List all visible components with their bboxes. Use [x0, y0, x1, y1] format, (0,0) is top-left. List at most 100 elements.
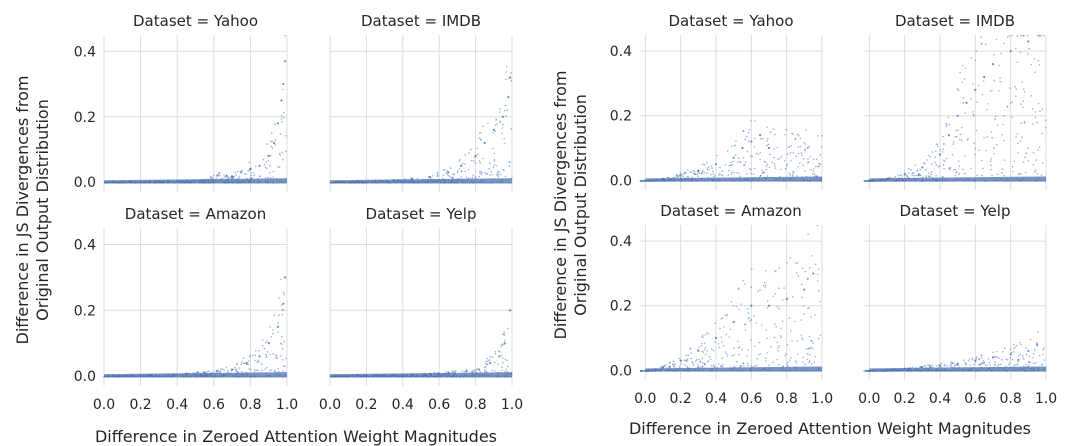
right-yelp-point	[996, 369, 998, 372]
right-yelp-point	[921, 369, 923, 372]
right-amazon-point	[740, 303, 743, 306]
right-yelp-point	[998, 357, 1000, 359]
right-amazon-point	[699, 366, 702, 369]
left-yelp-point	[488, 359, 491, 361]
right-imdb-point	[1004, 180, 1006, 182]
right-amazon-point	[725, 352, 728, 355]
left-yelp-point	[484, 369, 486, 372]
right-yahoo-point	[688, 177, 690, 180]
left-imdb-point	[332, 181, 334, 184]
right-amazon-point	[784, 369, 786, 371]
right-yelp-point	[941, 369, 944, 372]
right-amazon-point	[684, 363, 686, 366]
right-amazon-point	[700, 336, 703, 338]
right-imdb-point	[929, 175, 932, 178]
right-yahoo-point	[804, 148, 806, 150]
right-amazon-point	[768, 364, 770, 367]
right-imdb-point	[990, 158, 992, 160]
left-imdb-point	[356, 180, 359, 183]
right-imdb-point	[996, 173, 999, 176]
left-imdb-point	[466, 179, 468, 181]
left-yelp-point	[434, 372, 437, 375]
right-imdb-point	[998, 64, 1001, 67]
right-amazon-point	[679, 359, 682, 362]
left-yelp-point	[342, 375, 344, 378]
right-imdb-point	[907, 178, 909, 180]
right-yelp-point	[909, 367, 912, 369]
left-yahoo-point	[185, 181, 187, 184]
left-imdb-point	[478, 160, 481, 162]
left-amazon-point	[269, 353, 271, 356]
left-imdb-point	[449, 167, 452, 169]
left-yelp-point	[483, 366, 486, 369]
right-yahoo-point	[753, 137, 756, 140]
right-yelp-point	[1027, 349, 1030, 353]
right-imdb-point	[972, 179, 975, 182]
right-amazon-point	[685, 360, 688, 363]
left-imdb-point	[422, 178, 424, 181]
right-imdb-point	[1001, 168, 1004, 171]
right-imdb-point	[922, 180, 925, 182]
right-amazon-point	[643, 370, 646, 372]
right-amazon-point	[706, 350, 709, 352]
left-amazon-point	[203, 371, 206, 374]
right-yahoo-point	[734, 180, 736, 182]
left-amazon-point	[254, 359, 256, 362]
right-amazon-point	[795, 362, 798, 364]
right-imdb-point	[884, 179, 886, 182]
left-yelp-point	[455, 375, 458, 378]
left-amazon-point	[254, 349, 257, 352]
right-amazon-point	[680, 363, 682, 365]
left-yahoo-title: Dataset = Yahoo	[133, 12, 258, 30]
right-amazon-point	[672, 363, 674, 366]
left-imdb-point	[359, 180, 362, 182]
right-yahoo-point	[762, 171, 764, 174]
right-yahoo-point	[724, 164, 727, 166]
right-imdb-point	[990, 168, 992, 171]
left-imdb-point	[493, 160, 496, 162]
left-yelp-point	[386, 375, 389, 378]
left-amazon-point	[211, 375, 214, 378]
right-imdb-point	[1036, 121, 1039, 124]
left-imdb-point	[489, 162, 491, 165]
left-imdb-point	[474, 154, 477, 158]
right-yahoo-point	[807, 158, 809, 160]
right-yelp-point	[1040, 364, 1043, 366]
right-yahoo-point	[816, 175, 818, 177]
left-imdb-point	[383, 180, 385, 183]
right-imdb-point	[996, 178, 999, 181]
left-amazon-point	[282, 365, 285, 367]
right-yelp-point	[971, 357, 973, 360]
left-amazon-point	[112, 374, 115, 377]
left-yelp-point	[506, 359, 508, 362]
left-imdb-point	[461, 181, 463, 184]
right-yahoo-point	[788, 172, 791, 175]
left-amazon-point	[233, 366, 236, 369]
left-imdb-point	[506, 109, 509, 111]
right-amazon-point	[801, 337, 803, 339]
right-imdb-point	[921, 166, 924, 169]
left-amazon-point	[243, 362, 245, 365]
left-imdb-point	[460, 176, 462, 178]
left-imdb-point	[498, 171, 501, 173]
right-amazon-point	[686, 365, 688, 368]
right-amazon-point	[778, 287, 780, 290]
left-imdb-point	[443, 178, 446, 181]
right-imdb-point	[926, 159, 928, 161]
right-imdb-point	[984, 43, 987, 46]
left-yelp-point	[438, 372, 440, 375]
left-amazon-point	[227, 372, 230, 374]
right-yahoo-point	[773, 177, 776, 180]
left-yelp-point	[491, 369, 493, 372]
right-yahoo-point	[705, 161, 708, 164]
right-imdb-point	[945, 157, 948, 160]
right-amazon-point	[762, 284, 765, 287]
left-yahoo-point	[279, 154, 282, 156]
right-yelp-point	[1025, 370, 1028, 372]
left-yahoo-point	[221, 177, 224, 180]
right-imdb-point	[1038, 146, 1041, 149]
left-imdb-point	[478, 175, 481, 178]
left-amazon-point	[229, 373, 232, 375]
right-amazon-point	[779, 335, 782, 337]
right-yahoo-point	[754, 120, 756, 122]
